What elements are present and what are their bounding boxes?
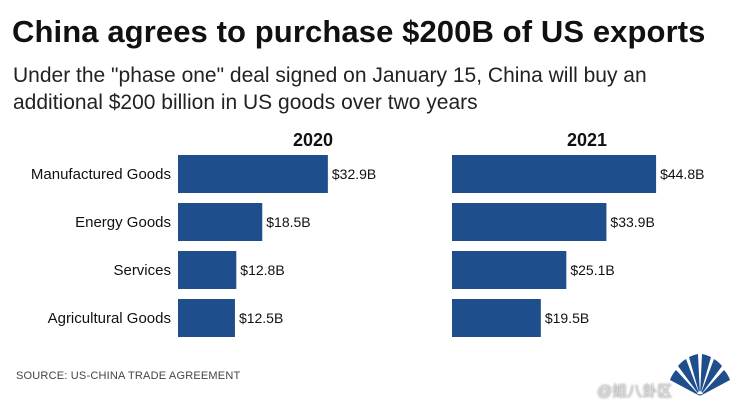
- panel-title: 2021: [567, 130, 607, 150]
- bar-agricultural-goods: [178, 299, 235, 337]
- source-note: SOURCE: US-China Trade Agreement: [16, 370, 241, 382]
- value-label: $19.5B: [545, 310, 589, 326]
- value-label: $33.9B: [610, 214, 654, 230]
- value-label: $25.1B: [570, 262, 614, 278]
- category-label: Services: [113, 262, 171, 279]
- bar-manufactured-goods: [178, 155, 328, 193]
- category-label: Energy Goods: [75, 214, 171, 231]
- value-label: $12.8B: [240, 262, 284, 278]
- value-label: $44.8B: [660, 166, 704, 182]
- panel-title: 2020: [293, 130, 333, 150]
- bar-manufactured-goods: [452, 155, 657, 193]
- peacock-logo-icon: [670, 354, 730, 396]
- panel-2021: 2021 $44.8B $33.9B $25.1B $19.5B: [452, 130, 704, 337]
- watermark-text: @姐八卦区: [597, 383, 673, 400]
- bar-services: [452, 251, 567, 289]
- bar-services: [178, 251, 237, 289]
- bar-agricultural-goods: [452, 299, 541, 337]
- chart-title: China agrees to purchase $200B of US exp…: [12, 14, 706, 49]
- bar-energy-goods: [452, 203, 607, 241]
- value-label: $32.9B: [332, 166, 376, 182]
- category-label: Agricultural Goods: [48, 310, 171, 327]
- value-label: $18.5B: [266, 214, 310, 230]
- chart-subtitle: Under the "phase one" deal signed on Jan…: [13, 64, 647, 114]
- category-label: Manufactured Goods: [31, 166, 171, 183]
- bar-energy-goods: [178, 203, 263, 241]
- value-label: $12.5B: [239, 310, 283, 326]
- panel-2020: 2020 $32.9B Manufactured Goods $18.5B Energy…: [31, 130, 376, 337]
